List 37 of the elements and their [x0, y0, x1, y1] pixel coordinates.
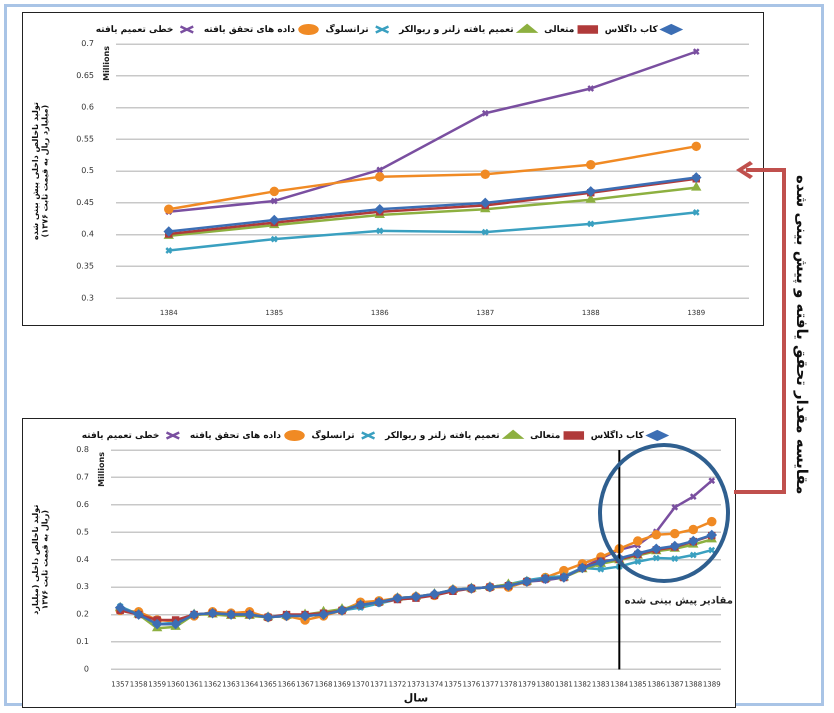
- y-tick-label: 0.1: [76, 637, 89, 646]
- text: Millions: [102, 46, 112, 81]
- legend-label: ترانسلوگ: [311, 428, 355, 441]
- y-tick-label: 0.45: [76, 198, 94, 207]
- y-tick-label: 0.5: [76, 527, 89, 536]
- y-tick-label: 0.35: [76, 262, 94, 271]
- x-axis-title: سال: [404, 691, 428, 704]
- legend-label: تعمیم یافته زلنر و ریوالکر: [384, 430, 500, 441]
- y-tick-label: 0.6: [76, 500, 89, 509]
- y-tick-label: 0.4: [76, 554, 89, 564]
- text: مقایسه مقدار تحقق یافته و پیش بینی شده: [793, 175, 811, 495]
- text: Millions: [97, 452, 106, 487]
- y-tick-label: 0.6: [81, 102, 94, 112]
- legend-label: خطی تعمیم یافته: [96, 24, 174, 35]
- y-tick-label: 0.65: [76, 70, 94, 80]
- legend-label: کاب داگلاس: [604, 22, 659, 35]
- y-tick-label: 0.5: [81, 166, 94, 176]
- legend-label: کاب داگلاس: [590, 428, 645, 441]
- y-tick-label: 0.8: [76, 445, 89, 454]
- legend-label: ترانسلوگ: [325, 22, 369, 35]
- y-tick-label: 0: [84, 664, 89, 674]
- legend-label: تعمیم یافته زلنر و ریوالکر: [398, 24, 514, 35]
- legend-label: داده های تحقق یافته: [204, 24, 296, 35]
- y-tick-label: 0.7: [76, 472, 89, 482]
- y-tick-label: 0.3: [76, 582, 89, 592]
- y-axis-title: تولید ناخالص داخلی (میلیارد ریال به قیمت ثابت ۱۳۷۶): [30, 504, 50, 615]
- legend-label: خطی تعمیم یافته: [82, 430, 160, 441]
- annotation: مقادیر پیش بینی شده: [624, 595, 733, 606]
- legend-label: متعالی: [530, 430, 560, 441]
- y-tick-label: 0.7: [81, 39, 94, 48]
- legend-label: متعالی: [544, 24, 574, 35]
- y-tick-label: 0.55: [76, 134, 94, 144]
- y-axis-title: تولید ناخالص داخلی پیش بینی شده (میلیارد ریال به قیمت ثابت ۱۳۷۶): [30, 102, 50, 240]
- legend-label: داده های تحقق یافته: [190, 430, 282, 441]
- y-tick-label: 0.2: [76, 610, 89, 619]
- y-tick-label: 0.3: [81, 293, 94, 302]
- y-tick-label: 0.4: [81, 230, 94, 239]
